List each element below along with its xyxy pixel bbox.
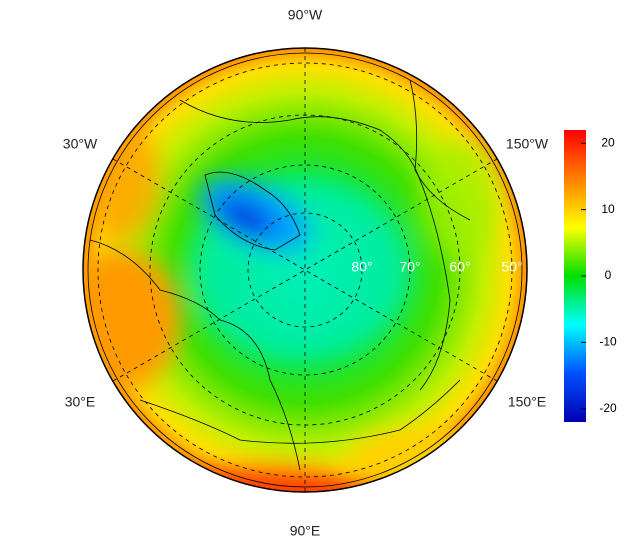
colorbar-tick-label: 0 <box>605 268 612 282</box>
colorbar <box>564 130 586 422</box>
map-border <box>82 47 528 493</box>
lat-label: 60° <box>449 259 470 275</box>
lon-label: 30°W <box>63 136 98 152</box>
colorbar-tick-label: 20 <box>601 135 615 149</box>
map-inner-border <box>87 52 523 488</box>
lat-label: 50° <box>501 259 522 275</box>
lon-label: 30°E <box>65 394 96 410</box>
latitude-labels: 80° 70° 60° 50° <box>351 259 522 275</box>
lat-label: 70° <box>399 259 420 275</box>
colorbar-tick-label: -20 <box>599 401 617 415</box>
lat-label: 80° <box>351 259 372 275</box>
graticule <box>97 48 513 492</box>
lon-label: 150°W <box>506 136 549 152</box>
lon-label: 90°W <box>288 7 323 23</box>
coastlines <box>89 79 471 471</box>
colorbar-tick-label: -10 <box>599 335 617 349</box>
lon-label: 150°E <box>508 394 546 410</box>
longitude-labels: 90°W 30°W 150°W 30°E 150°E 90°E <box>63 7 549 539</box>
lon-label: 90°E <box>290 523 321 539</box>
colorbar-tick-label: 10 <box>601 202 615 216</box>
